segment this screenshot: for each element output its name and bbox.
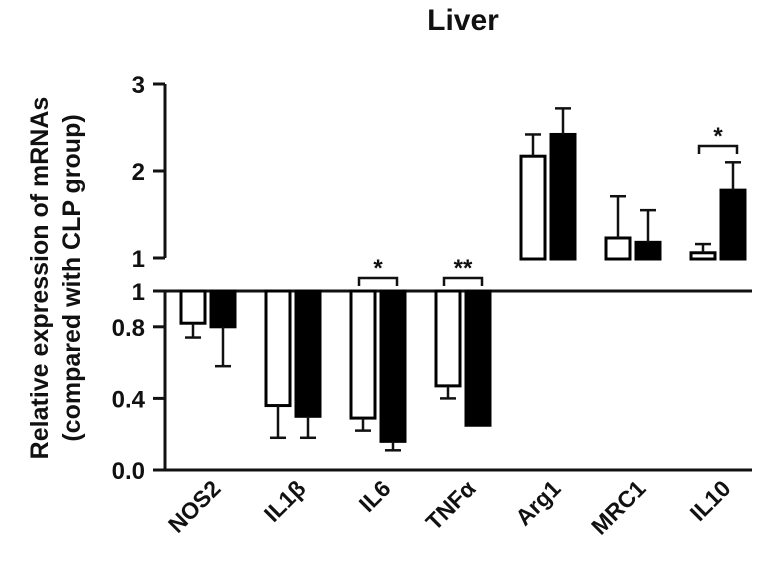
bar xyxy=(179,289,207,325)
lower-tick-label: 0.8 xyxy=(112,315,145,342)
significance-label: ** xyxy=(454,255,473,282)
bar xyxy=(689,251,717,261)
bar xyxy=(209,289,237,329)
bar xyxy=(634,240,662,261)
lower-tick-label: 1 xyxy=(132,279,145,306)
lower-tick-label: 0.4 xyxy=(112,386,146,413)
category-label: IL10 xyxy=(685,475,736,526)
significance-bracket xyxy=(697,144,739,154)
lower-tick-label: 0.0 xyxy=(112,458,145,485)
y-axis-label-line-1: Relative expression of mRNAs xyxy=(26,97,54,460)
bar xyxy=(464,289,492,427)
bar xyxy=(264,289,292,408)
category-label: IL6 xyxy=(354,475,396,517)
bar xyxy=(604,236,632,261)
category-label: MRC1 xyxy=(586,475,651,540)
significance-label: * xyxy=(373,255,383,282)
y-axis-label-line-2: (compared with CLP group) xyxy=(58,114,86,441)
bar xyxy=(719,188,747,261)
significance-markers: * *** xyxy=(357,123,739,286)
error-bars xyxy=(185,107,741,452)
category-label: IL1β xyxy=(259,475,311,527)
bar xyxy=(549,132,577,261)
upper-tick-label: 3 xyxy=(132,72,145,99)
axes: 1 2 3 0.0 0.4 0.8 1 xyxy=(112,72,752,485)
significance-bracket xyxy=(442,276,484,286)
bar xyxy=(519,154,547,261)
significance-label: * xyxy=(713,123,723,150)
bar xyxy=(434,289,462,388)
bar xyxy=(349,289,377,420)
category-label: Arg1 xyxy=(510,475,566,531)
chart-title: Liver xyxy=(427,4,499,37)
bars xyxy=(179,132,747,443)
upper-tick-label: 2 xyxy=(132,159,145,186)
category-label: NOS2 xyxy=(163,475,226,538)
category-label: TNFα xyxy=(421,475,481,535)
category-labels: NOS2 IL1β IL6 TNFα Arg1 MRC1 IL10 xyxy=(163,475,736,540)
significance-bracket xyxy=(357,276,399,286)
upper-tick-label: 1 xyxy=(132,246,145,273)
y-axis-label: Relative expression of mRNAs (compared w… xyxy=(26,97,86,460)
bar xyxy=(379,289,407,443)
bar xyxy=(294,289,322,418)
